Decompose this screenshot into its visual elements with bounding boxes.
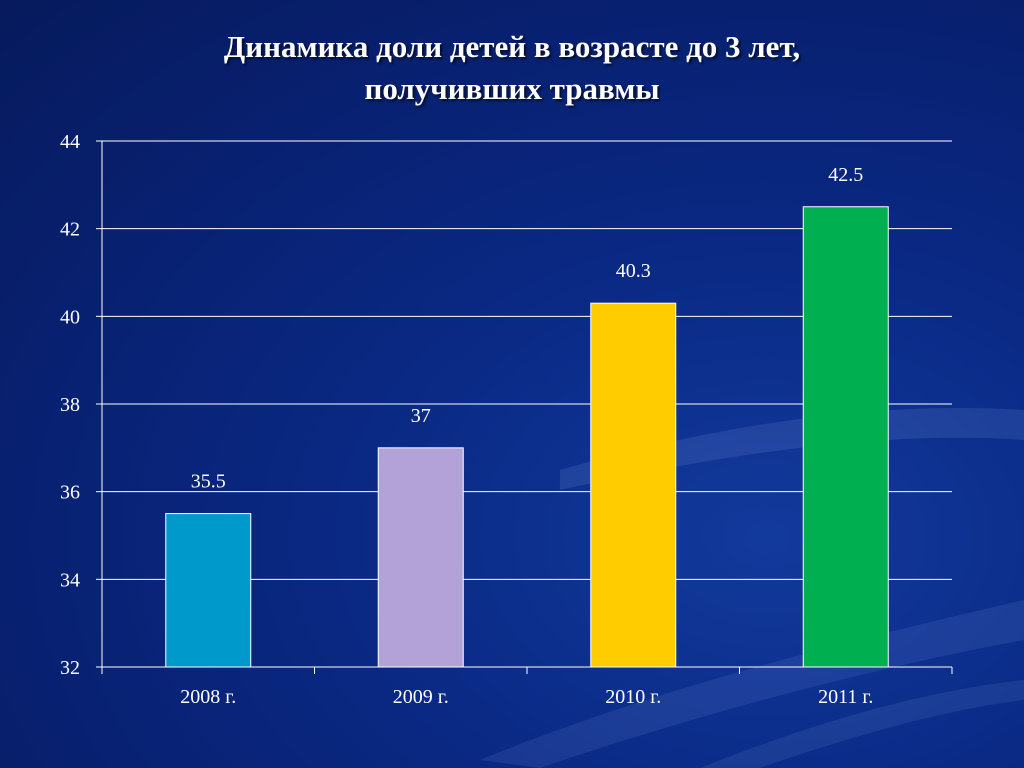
- chart-title-line-2: получивших травмы: [364, 71, 660, 106]
- bars: [165, 206, 889, 668]
- bar: [377, 447, 464, 668]
- data-label: 40.3: [616, 260, 651, 282]
- y-tick-label: 44: [60, 131, 80, 153]
- chart-title-line-1: Динамика доли детей в возрасте до 3 лет,: [223, 29, 801, 64]
- data-label: 42.5: [828, 164, 863, 186]
- y-tick-label: 38: [60, 394, 80, 416]
- x-tick-label: 2009 г.: [393, 686, 449, 708]
- y-tick-label: 42: [60, 219, 80, 241]
- y-tick-label: 32: [60, 657, 80, 679]
- labels: 32 34 36 38 40 42 44 35.5 2008 г. 37 2009 г. 40.3 20…: [60, 131, 873, 708]
- x-tick-label: 2011 г.: [818, 686, 873, 708]
- chart-title: Динамика доли детей в возрасте до 3 лет,…: [0, 26, 1024, 110]
- data-label: 35.5: [191, 471, 226, 493]
- bar: [165, 513, 252, 668]
- bar: [590, 302, 677, 668]
- y-tick-label: 36: [60, 482, 80, 504]
- y-tick-label: 34: [60, 569, 80, 591]
- bar: [802, 206, 889, 668]
- x-tick-label: 2010 г.: [605, 686, 661, 708]
- y-tick-label: 40: [60, 306, 80, 328]
- x-tick-label: 2008 г.: [180, 686, 236, 708]
- data-label: 37: [411, 405, 431, 427]
